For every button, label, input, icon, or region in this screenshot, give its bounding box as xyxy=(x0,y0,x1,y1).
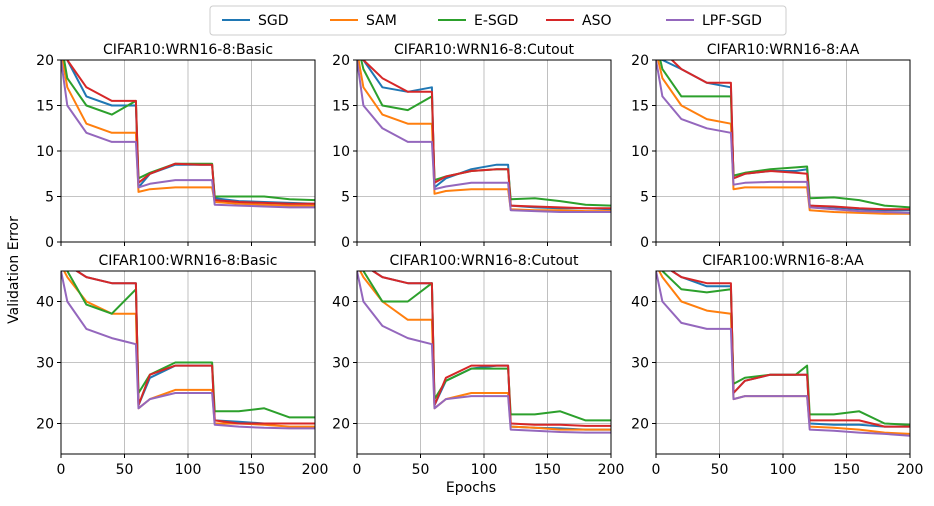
series-line-e-sgd xyxy=(659,60,910,209)
series-group xyxy=(61,271,315,430)
series-line-e-sgd xyxy=(66,271,315,419)
series-group xyxy=(61,60,315,209)
panel-title: CIFAR100:WRN16-8:Basic xyxy=(98,253,277,269)
series-line-sam xyxy=(61,60,315,207)
x-tick-label: 150 xyxy=(833,462,860,478)
y-tick-label: 10 xyxy=(36,144,54,160)
legend-frame xyxy=(209,5,787,36)
y-tick-label: 5 xyxy=(341,190,350,206)
x-tick-label: 200 xyxy=(302,462,329,478)
series-line-aso xyxy=(66,60,315,205)
y-tick-label: 30 xyxy=(332,356,350,372)
legend: SGD SAM E-SGD ASO LPF-SGD xyxy=(209,5,787,36)
series-line-aso xyxy=(74,271,315,425)
panel-1: 0 5 10 15 20 CIFAR10:WRN16-8:Basic xyxy=(36,42,316,251)
y-tick-label: 20 xyxy=(332,417,350,433)
legend-entry-lpf-sgd: LPF-SGD xyxy=(666,13,762,29)
x-tick-label: 150 xyxy=(238,462,265,478)
x-tick-label: 200 xyxy=(897,462,924,478)
series-line-aso xyxy=(362,60,611,210)
y-tick-label: 40 xyxy=(332,295,350,311)
panel-4: 20 30 40 0 50 100 150 200 CIFAR100:WRN16-8:Basic xyxy=(36,253,328,478)
x-tick-label: 0 xyxy=(652,462,661,478)
y-tick-label: 20 xyxy=(631,417,649,433)
panel-title: CIFAR10:WRN16-8:Cutout xyxy=(394,42,575,58)
legend-entry-sgd: SGD xyxy=(222,13,289,29)
series-group xyxy=(357,60,611,213)
legend-label: E-SGD xyxy=(474,13,518,29)
series-line-e-sgd xyxy=(362,271,611,422)
y-tick-label: 40 xyxy=(36,295,54,311)
y-tick-label: 20 xyxy=(332,53,350,69)
panels: 0 5 10 15 20 CIFAR10:WRN16-8:Basic 0 5 10 15 20 CIF… xyxy=(36,42,923,478)
y-tick-label: 20 xyxy=(36,417,54,433)
y-axis-label: Validation Error xyxy=(6,216,22,324)
panel-title: CIFAR10:WRN16-8:AA xyxy=(707,42,860,58)
y-tick-label: 5 xyxy=(45,190,54,206)
x-tick-label: 100 xyxy=(471,462,498,478)
x-tick-label: 100 xyxy=(770,462,797,478)
series-group xyxy=(656,271,910,437)
series-line-lpf-sgd xyxy=(357,60,611,213)
y-tick-label: 15 xyxy=(631,99,649,115)
series-line-aso xyxy=(670,60,910,211)
x-tick-label: 50 xyxy=(711,462,729,478)
series-line-aso xyxy=(670,271,910,428)
y-tick-label: 20 xyxy=(36,53,54,69)
x-tick-label: 50 xyxy=(116,462,134,478)
series-line-lpf-sgd xyxy=(61,271,315,430)
panel-title: CIFAR100:WRN16-8:AA xyxy=(702,253,864,269)
legend-label: LPF-SGD xyxy=(702,13,762,29)
panel-title: CIFAR100:WRN16-8:Cutout xyxy=(389,253,579,269)
series-line-lpf-sgd xyxy=(656,60,910,214)
y-tick-label: 15 xyxy=(36,99,54,115)
series-group xyxy=(656,60,910,215)
x-tick-label: 200 xyxy=(598,462,625,478)
y-tick-label: 40 xyxy=(631,295,649,311)
x-axis-label: Epochs xyxy=(446,480,496,496)
series-line-sam xyxy=(357,60,611,213)
x-tick-label: 100 xyxy=(175,462,202,478)
x-tick-label: 150 xyxy=(534,462,561,478)
y-tick-label: 10 xyxy=(332,144,350,160)
series-line-aso xyxy=(371,271,611,427)
x-tick-label: 50 xyxy=(412,462,430,478)
y-tick-label: 30 xyxy=(631,356,649,372)
legend-entry-sam: SAM xyxy=(330,13,397,29)
y-tick-label: 0 xyxy=(45,235,54,251)
series-group xyxy=(357,271,611,434)
legend-label: ASO xyxy=(582,13,611,29)
y-tick-label: 15 xyxy=(332,99,350,115)
panel-title: CIFAR10:WRN16-8:Basic xyxy=(103,42,273,58)
panel-2: 0 5 10 15 20 CIFAR10:WRN16-8:Cutout xyxy=(332,42,612,251)
y-tick-label: 10 xyxy=(631,144,649,160)
y-tick-label: 30 xyxy=(36,356,54,372)
panel-3: 0 5 10 15 20 CIFAR10:WRN16-8:AA xyxy=(631,42,911,251)
series-line-sam xyxy=(657,60,910,215)
legend-entry-aso: ASO xyxy=(546,13,611,29)
y-tick-label: 20 xyxy=(631,53,649,69)
series-line-lpf-sgd xyxy=(656,271,910,437)
legend-label: SGD xyxy=(258,13,289,29)
y-tick-label: 0 xyxy=(341,235,350,251)
series-line-lpf-sgd xyxy=(61,60,315,209)
series-line-lpf-sgd xyxy=(357,271,611,434)
panel-6: 20 30 40 0 50 100 150 200 CIFAR100:WRN16-8:AA xyxy=(631,253,923,478)
y-tick-label: 0 xyxy=(640,235,649,251)
x-tick-label: 0 xyxy=(57,462,66,478)
panel-5: 20 30 40 0 50 100 150 200 CIFAR100:WRN16-8:Cutou… xyxy=(332,253,624,478)
legend-label: SAM xyxy=(366,13,397,29)
x-tick-label: 0 xyxy=(353,462,362,478)
series-line-sam xyxy=(359,271,611,431)
y-tick-label: 5 xyxy=(640,190,649,206)
legend-entry-e-sgd: E-SGD xyxy=(438,13,518,29)
